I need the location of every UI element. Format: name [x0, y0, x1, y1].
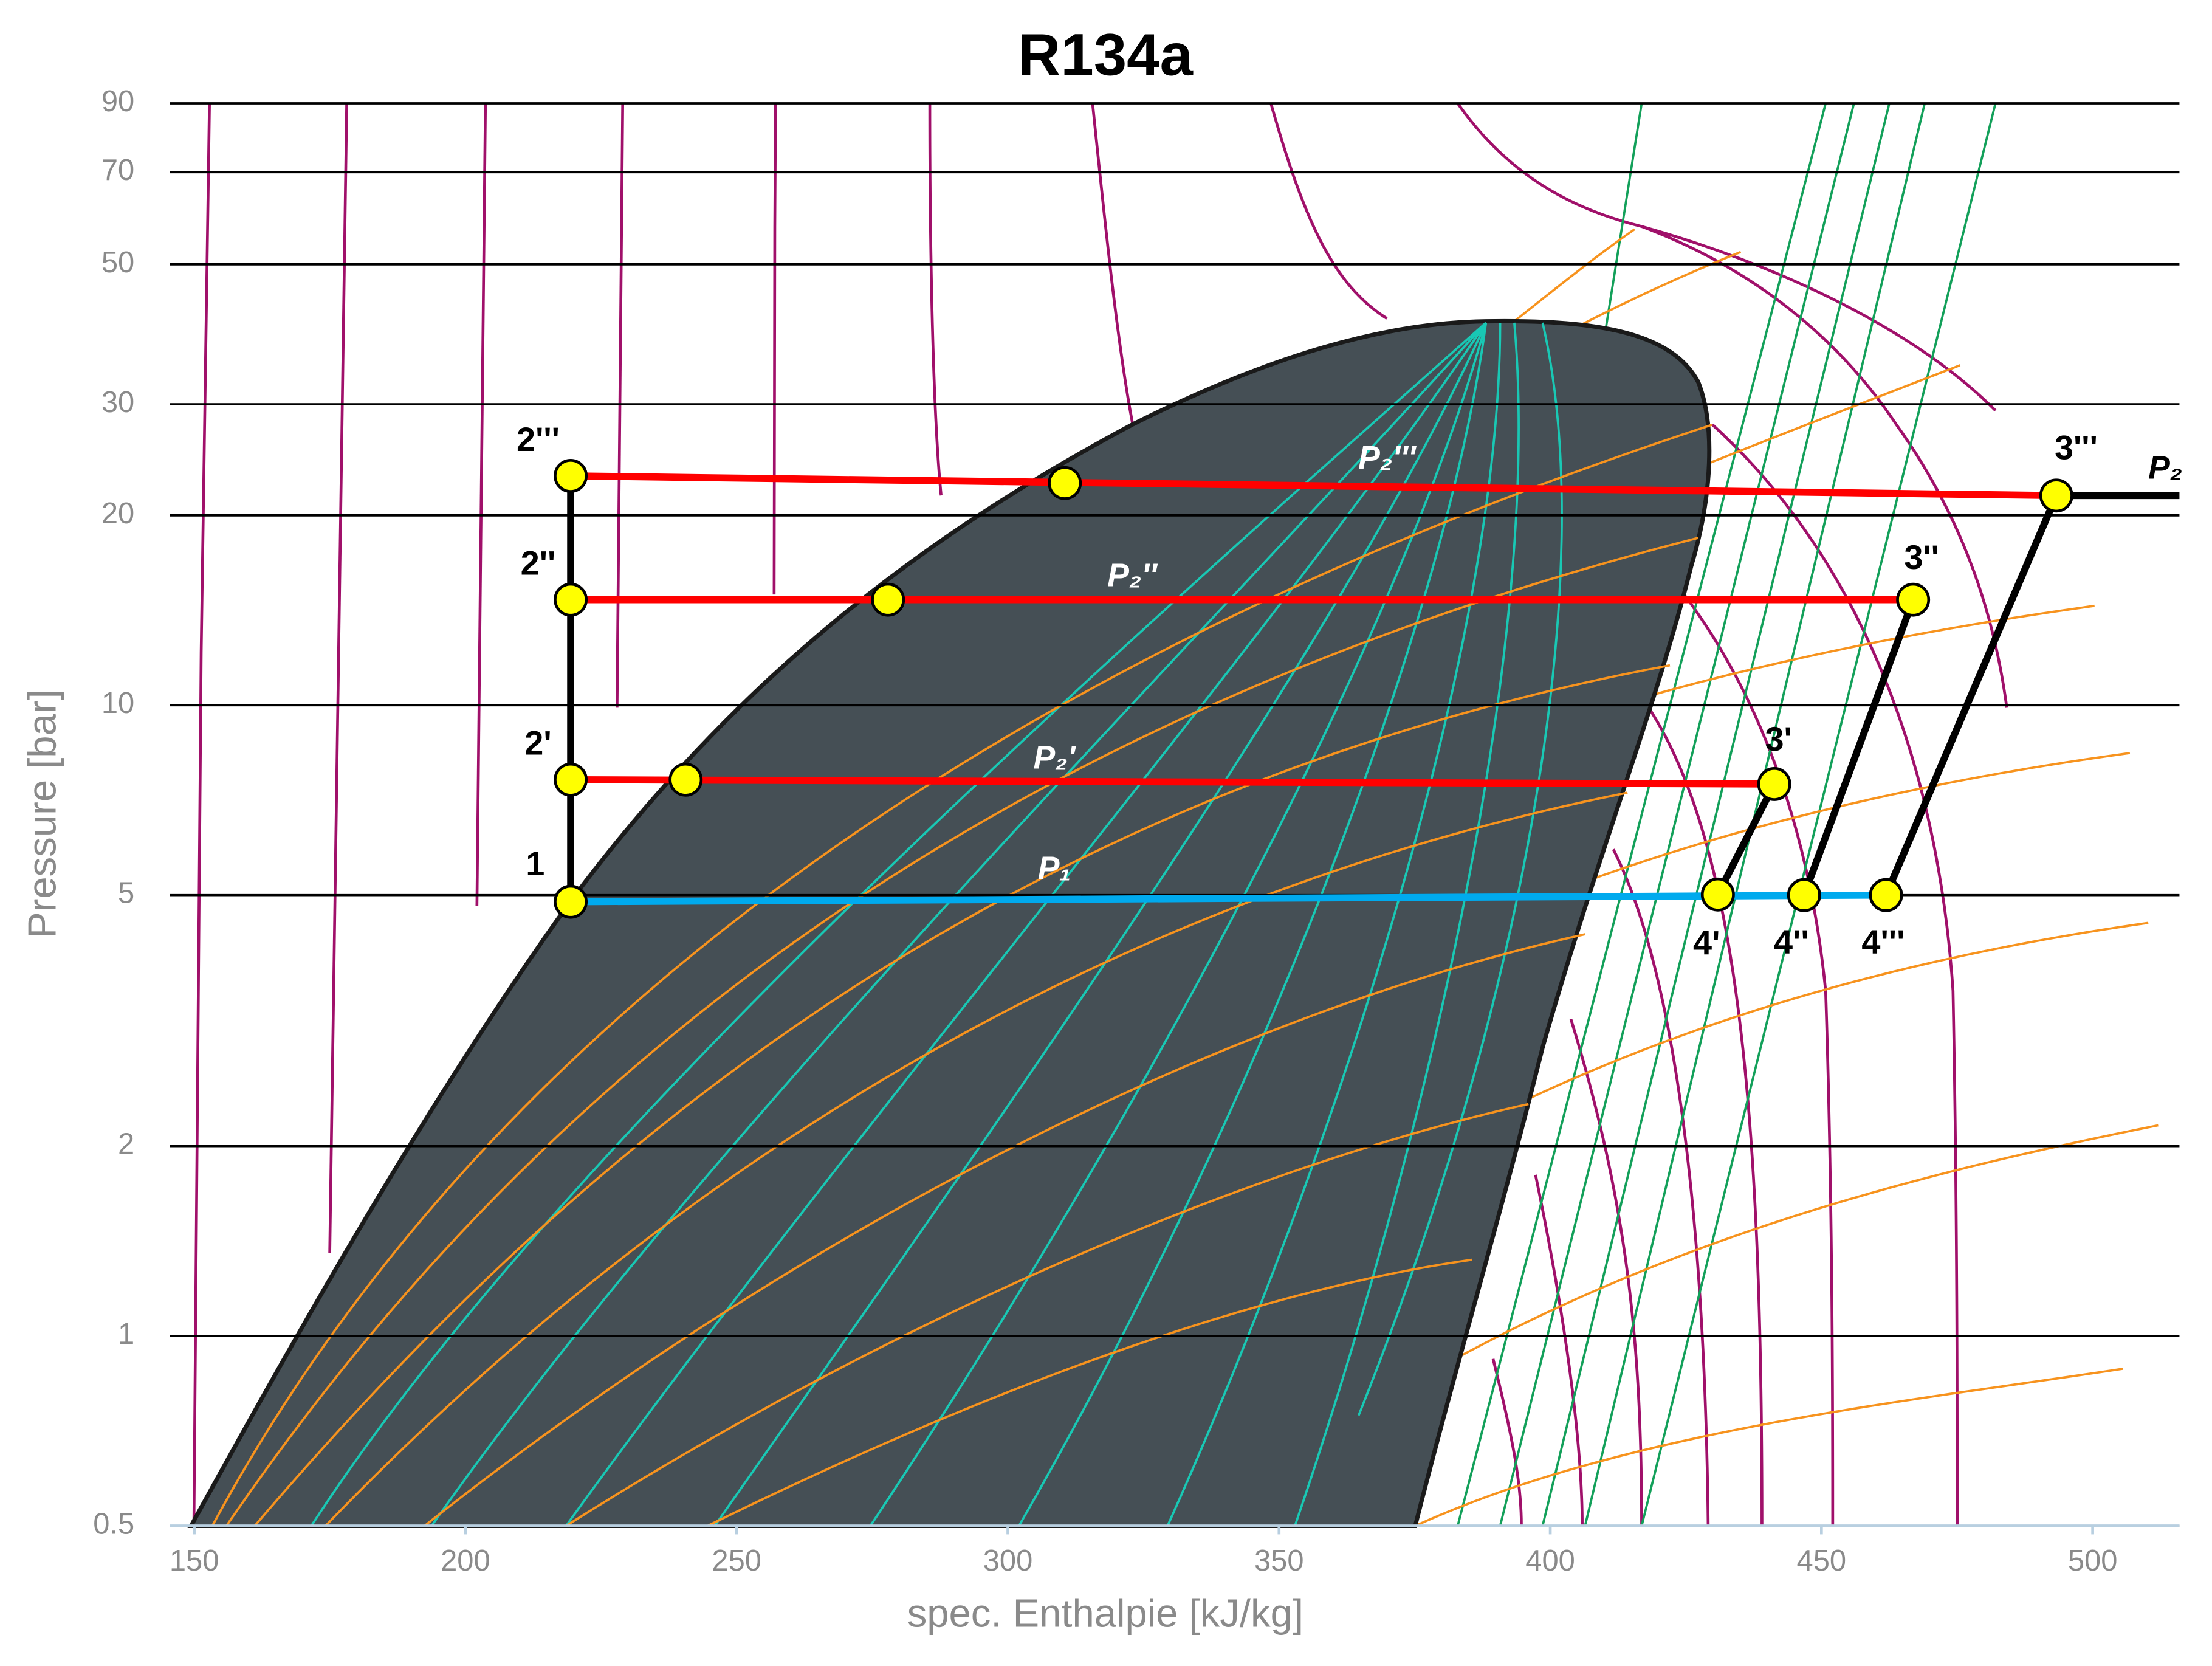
y-tick-label: 20	[101, 497, 134, 530]
x-tick-label: 200	[441, 1544, 490, 1577]
cycle-line	[1801, 598, 1917, 897]
point-label: 3''	[1904, 538, 1939, 576]
y-tick-label: 50	[101, 246, 134, 279]
state-point	[2039, 478, 2073, 513]
state-point	[554, 884, 588, 919]
line-label: P₁	[1038, 850, 1071, 886]
saturation-dome	[187, 318, 1712, 1528]
point-label: 4''	[1774, 923, 1809, 961]
point-label: 3'	[1765, 720, 1791, 758]
y-tick-label: 0.5	[93, 1507, 134, 1540]
plot-area: 0.5 1 2 5 10 20 30 50 70 90 150 200 250 300 350 400 450 5…	[93, 85, 2182, 1577]
y-tick-label: 30	[101, 386, 134, 419]
y-tick-label: 2	[118, 1128, 134, 1161]
point-label: 3'''	[2055, 429, 2098, 467]
cycle-line	[1883, 494, 2060, 897]
point-label: 2''	[521, 544, 556, 582]
point-label: 2'''	[517, 420, 560, 458]
chart-title: R134a	[1018, 21, 1194, 88]
x-tick-label: 250	[712, 1544, 761, 1577]
point-label: 2'	[524, 724, 551, 762]
y-tick-label: 10	[101, 687, 134, 720]
state-point	[1048, 466, 1082, 500]
y-tick-label: 90	[101, 85, 134, 118]
y-tick-label: 70	[101, 154, 134, 187]
x-tick-label: 150	[170, 1544, 219, 1577]
x-tick-label: 400	[1525, 1544, 1575, 1577]
point-label: 4'''	[1861, 923, 1905, 961]
point-label: 1	[526, 844, 544, 883]
line-label: P₂'	[1034, 740, 1077, 776]
x-tick-label: 300	[983, 1544, 1033, 1577]
cycle-line	[570, 472, 2056, 500]
state-point	[554, 458, 588, 493]
x-tick-label: 350	[1254, 1544, 1304, 1577]
x-tick-label: 500	[2068, 1544, 2118, 1577]
state-point	[668, 762, 703, 797]
y-tick-label: 1	[118, 1318, 134, 1351]
state-point	[1896, 582, 1931, 617]
state-point	[1787, 878, 1821, 912]
state-point	[1757, 766, 1791, 801]
line-label: P₂''	[1107, 557, 1158, 593]
cycle-line	[1714, 782, 1777, 897]
y-axis-title: Pressure [bar]	[20, 689, 64, 938]
cycle-line	[571, 891, 1886, 906]
x-axis-title: spec. Enthalpie [kJ/kg]	[907, 1591, 1304, 1636]
line-label: P₂'''	[1358, 440, 1417, 476]
state-point	[554, 582, 588, 617]
line-label: P₂	[2148, 450, 2182, 486]
state-point	[871, 582, 905, 617]
cycle-line	[571, 776, 1774, 788]
y-tick-label: 5	[118, 877, 134, 910]
state-point	[1869, 878, 1903, 912]
x-tick-label: 450	[1797, 1544, 1847, 1577]
point-label: 4'	[1693, 923, 1720, 962]
state-point	[1700, 877, 1735, 912]
state-point	[554, 762, 588, 797]
